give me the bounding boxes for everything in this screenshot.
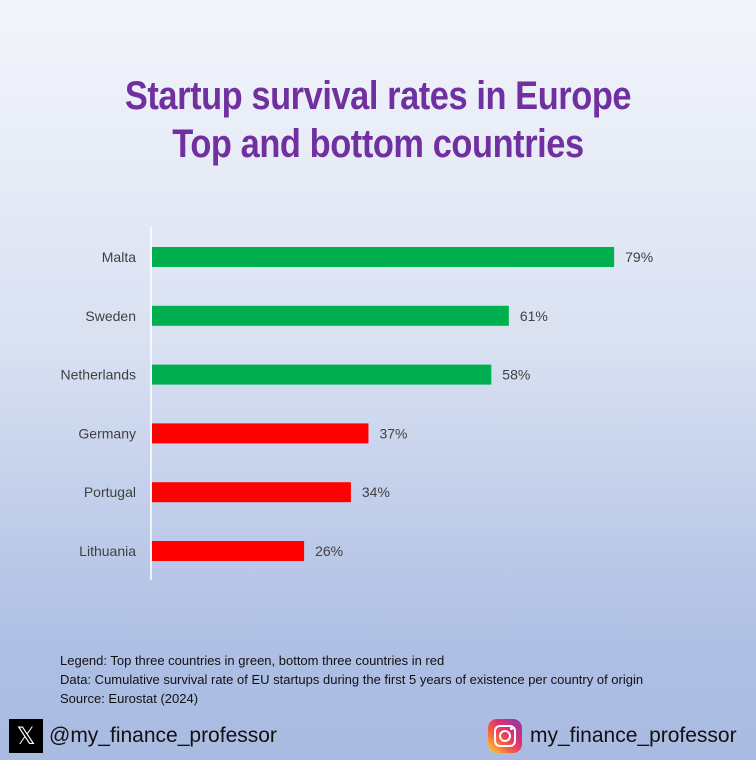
x-logo-icon: 𝕏 xyxy=(9,719,43,753)
source-note: Source: Eurostat (2024) xyxy=(60,691,199,706)
bar-portugal xyxy=(152,482,351,503)
legend-note: Legend: Top three countries in green, bo… xyxy=(60,653,445,668)
bar-netherlands xyxy=(152,364,492,385)
chart-title: Startup survival rates in Europe Top and… xyxy=(53,72,703,168)
tick-label-sweden: Sweden xyxy=(85,308,136,324)
instagram-handle: my_finance_professor xyxy=(530,724,737,747)
bar-malta xyxy=(152,247,615,267)
data-label-sweden: 61% xyxy=(520,308,548,324)
x-handle: @my_finance_professor xyxy=(49,724,277,747)
data-note: Data: Cumulative survival rate of EU sta… xyxy=(60,672,644,687)
tick-label-malta: Malta xyxy=(102,249,136,265)
data-label-netherlands: 58% xyxy=(502,367,530,383)
data-label-portugal: 34% xyxy=(362,484,390,500)
tick-label-lithuania: Lithuania xyxy=(79,543,136,559)
data-label-malta: 79% xyxy=(625,249,653,265)
title-line-1: Startup survival rates in Europe xyxy=(124,74,632,118)
instagram-handle-block: my_finance_professor xyxy=(488,718,737,754)
data-label-germany: 37% xyxy=(379,425,407,441)
bar-lithuania xyxy=(152,541,305,561)
tick-label-portugal: Portugal xyxy=(84,484,136,500)
bar-chart: Malta 79% Sweden 61% Netherlands 58% Germany 37… xyxy=(60,247,654,561)
tick-label-netherlands: Netherlands xyxy=(61,367,137,383)
bar-sweden xyxy=(152,305,509,326)
instagram-logo-icon xyxy=(488,719,522,753)
bar-germany xyxy=(152,423,369,444)
data-label-lithuania: 26% xyxy=(315,543,343,559)
title-line-2: Top and bottom countries xyxy=(172,122,584,166)
tick-label-germany: Germany xyxy=(78,425,136,441)
chart-notes: Legend: Top three countries in green, bo… xyxy=(60,651,643,708)
x-handle-block: 𝕏 @my_finance_professor xyxy=(9,718,277,754)
